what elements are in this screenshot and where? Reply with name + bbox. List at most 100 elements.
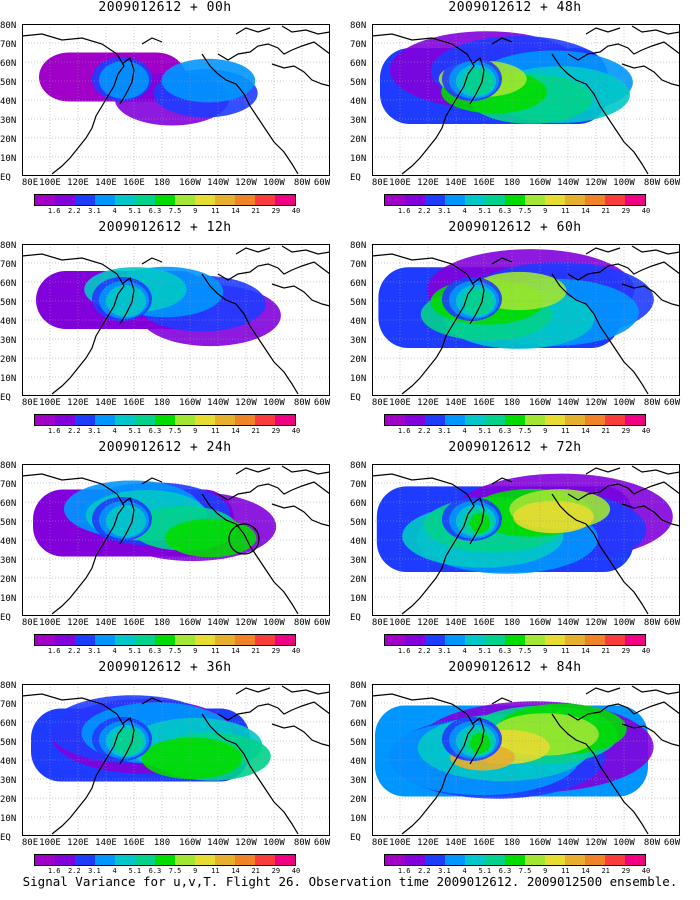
coastline [585, 467, 621, 475]
latitude-label: 60N [0, 59, 17, 69]
legend-swatch [505, 635, 525, 645]
field-contour [463, 69, 493, 95]
legend-label: 40 [641, 207, 651, 215]
longitude-label: 160W [529, 618, 551, 628]
latitude-label: EQ [0, 393, 11, 403]
legend-label: 7.5 [518, 647, 532, 655]
map: 80N 70N 60N 50N 40N 30N 20N 10N EQ 80E 100E 120E 140… [0, 682, 330, 849]
coastline [631, 25, 680, 35]
coastline [271, 723, 330, 747]
longitude-label: 100E [39, 618, 61, 628]
legend-swatch [275, 195, 295, 205]
legend-swatch [135, 635, 155, 645]
legend-label: 6.3 [498, 867, 512, 875]
legend-swatch [445, 195, 465, 205]
map: 80N 70N 60N 50N 40N 30N 20N 10N EQ 80E 100E 120E 140… [0, 462, 330, 629]
coastline [271, 63, 330, 87]
legend-swatch [405, 195, 425, 205]
target-circle [228, 523, 260, 555]
longitude-label: 140W [207, 838, 229, 848]
panel-title: 2009012612 + 72h [448, 440, 582, 455]
longitude-label: 140E [445, 618, 467, 628]
latitude-label: 10N [0, 154, 17, 164]
longitude-label: 80E [21, 178, 39, 188]
latitude-label: 10N [350, 154, 367, 164]
coastline [469, 277, 485, 325]
coastline [119, 717, 135, 765]
legend-label: 2.2 [417, 867, 431, 875]
legend-label: 40 [291, 427, 301, 435]
legend-label: 9 [543, 647, 548, 655]
longitude-label: 80W [293, 398, 311, 408]
legend-swatch [505, 195, 525, 205]
longitude-label: 60W [313, 178, 331, 188]
latitude-label: 20N [0, 355, 17, 365]
coastline [22, 693, 125, 835]
longitude-label: 180 [503, 398, 521, 408]
panel-title: 2009012612 + 60h [448, 220, 582, 235]
coastline [217, 41, 330, 61]
legend-label: 9 [193, 427, 198, 435]
panel-title: 2009012612 + 00h [98, 0, 232, 15]
coastline [22, 33, 125, 175]
coastline [621, 283, 680, 307]
latitude-label: 70N [0, 480, 17, 490]
coastline [621, 723, 680, 747]
coastline [469, 717, 485, 765]
longitude-label: 80W [293, 838, 311, 848]
legend-label: 4 [112, 427, 117, 435]
longitude-label: 140W [557, 178, 579, 188]
longitude-label: 120E [417, 838, 439, 848]
legend-label: 14 [231, 867, 240, 875]
latitude-label: 70N [0, 700, 17, 710]
longitude-label: 140E [445, 398, 467, 408]
legend-label: 14 [581, 867, 590, 875]
latitude-label: 30N [0, 776, 17, 786]
longitude-label: 100E [389, 398, 411, 408]
coastline [217, 261, 330, 281]
coastline [201, 53, 299, 175]
latitude-label: 60N [350, 499, 367, 509]
latitude-label: 50N [350, 518, 367, 528]
forecast-panel: 2009012612 + 72h 80N 70N 60N 50N 40N 30N 20N 10N… [350, 440, 680, 660]
field-contour [463, 289, 493, 315]
color-legend: 1.6 2.2 3.1 4 5.1 6.3 7.5 9 11 14 21 29 40 [34, 414, 300, 438]
legend-label: 4 [462, 647, 467, 655]
coastline [141, 37, 163, 45]
coastline [567, 701, 680, 721]
variance-field [376, 473, 673, 574]
legend-swatch [545, 415, 565, 425]
longitude-label: 160W [179, 618, 201, 628]
longitude-label: 120E [417, 398, 439, 408]
map-frame [372, 684, 680, 836]
legend-label: 1.6 [47, 207, 61, 215]
coastline [119, 497, 135, 545]
field-contour [113, 729, 143, 755]
legend-label: 14 [581, 207, 590, 215]
legend-swatch [465, 195, 485, 205]
legend-label: 40 [291, 647, 301, 655]
coastline [469, 57, 485, 105]
legend-swatch [505, 855, 525, 865]
variance-field [378, 249, 654, 349]
legend-label: 4 [462, 427, 467, 435]
latitude-label: 30N [0, 556, 17, 566]
legend-label: 2.2 [67, 647, 81, 655]
longitude-label: 140W [557, 398, 579, 408]
legend-swatch [625, 195, 645, 205]
longitude-label: 160E [473, 838, 495, 848]
coastline [281, 685, 330, 695]
coastline [141, 697, 163, 705]
longitude-label: 140W [207, 398, 229, 408]
latitude-label: 30N [350, 776, 367, 786]
legend-swatch [585, 855, 605, 865]
legend-label: 21 [251, 867, 260, 875]
legend-label: 1.6 [47, 647, 61, 655]
legend-swatch [625, 855, 645, 865]
coastline [551, 713, 649, 835]
longitude-label: 120W [585, 618, 607, 628]
legend-label: 4 [112, 207, 117, 215]
field-contour [106, 505, 146, 537]
variance-map [372, 684, 680, 836]
longitude-label: 180 [153, 178, 171, 188]
